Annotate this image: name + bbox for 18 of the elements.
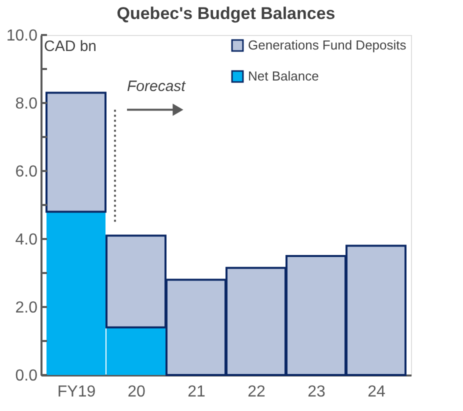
bar	[46, 92, 106, 213]
y-tick-label: 8.0	[15, 96, 38, 112]
x-tick-label: 20	[128, 384, 146, 400]
x-tick-label: 22	[248, 384, 266, 400]
x-tick-label: 24	[368, 384, 386, 400]
chart-title: Quebec's Budget Balances	[116, 4, 336, 23]
y-tick-label: 10.0	[6, 28, 38, 44]
ref-line-label: Forecast	[127, 78, 186, 95]
y-tick-label: 0.0	[15, 368, 38, 384]
y-axis-title: CAD bn	[44, 38, 97, 55]
x-tick-label: 21	[188, 384, 206, 400]
y-tick-label: 2.0	[15, 300, 38, 316]
x-tick-label: 23	[308, 384, 326, 400]
legend-label: Net Balance	[248, 68, 319, 84]
y-tick-label: 4.0	[15, 232, 38, 248]
y-tick-label: 6.0	[15, 164, 38, 180]
legend-label: Generations Fund Deposits	[248, 38, 407, 52]
x-tick-label: FY19	[57, 384, 96, 400]
